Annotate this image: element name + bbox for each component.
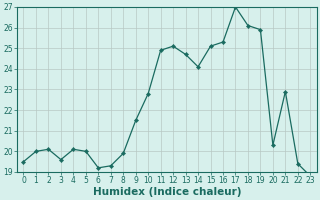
X-axis label: Humidex (Indice chaleur): Humidex (Indice chaleur) (93, 187, 241, 197)
